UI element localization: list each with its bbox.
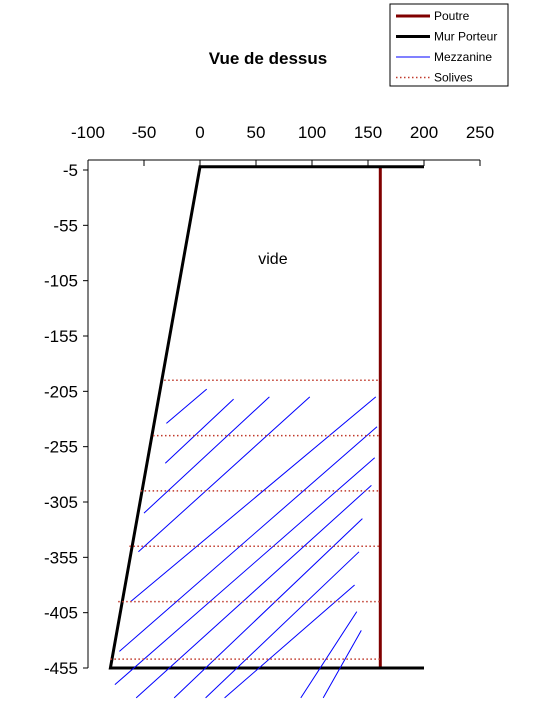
series-mur-porteur — [108, 165, 424, 670]
series-segment — [164, 398, 234, 464]
x-tick-label: 0 — [195, 123, 204, 142]
y-tick-label: -55 — [53, 216, 78, 235]
series-segment — [173, 518, 363, 699]
x-tick-label: -100 — [71, 123, 105, 142]
series-segment — [205, 551, 360, 699]
y-tick-label: -105 — [44, 272, 78, 291]
y-tick-label: -205 — [44, 382, 78, 401]
y-tick-label: -405 — [44, 604, 78, 623]
x-tick-label: 100 — [298, 123, 326, 142]
series-solives — [110, 379, 381, 660]
series-segment — [322, 630, 362, 699]
series-segment — [166, 388, 208, 424]
series-segment — [119, 426, 378, 652]
y-tick-label: -355 — [44, 548, 78, 567]
series-segment — [138, 396, 311, 553]
y-tick-label: -305 — [44, 493, 78, 512]
series-segment — [130, 396, 377, 602]
legend-entry: Solives — [434, 71, 473, 85]
y-tick-label: -5 — [63, 161, 78, 180]
legend-box — [389, 3, 509, 87]
legend-entry: Mur Porteur — [434, 30, 497, 44]
series-segment — [300, 611, 358, 699]
series-mezzanine — [114, 388, 378, 699]
x-tick-label: -50 — [132, 123, 157, 142]
series-segment — [224, 584, 355, 699]
legend-entry: Mezzanine — [434, 50, 492, 64]
series-segment — [114, 457, 376, 685]
plot-area — [108, 165, 424, 699]
series-segment — [135, 485, 372, 699]
chart-title: Vue de dessus — [209, 49, 327, 68]
series-segment — [143, 396, 270, 514]
series-segment — [108, 165, 424, 670]
annotation-vide: vide — [258, 251, 287, 268]
legend-entry: Poutre — [434, 9, 470, 23]
legend: Poutre Mur Porteur Mezzanine Solives — [389, 3, 509, 87]
x-tick-label: 200 — [410, 123, 438, 142]
x-tick-label: 50 — [247, 123, 266, 142]
x-tick-label: 250 — [466, 123, 494, 142]
x-tick-label: 150 — [354, 123, 382, 142]
y-tick-label: -255 — [44, 438, 78, 457]
axes: -100 -50 0 50 100 150 200 250 -5 -55 -105 -155 -205 -… — [44, 123, 494, 678]
y-tick-label: -455 — [44, 659, 78, 678]
y-tick-label: -155 — [44, 327, 78, 346]
